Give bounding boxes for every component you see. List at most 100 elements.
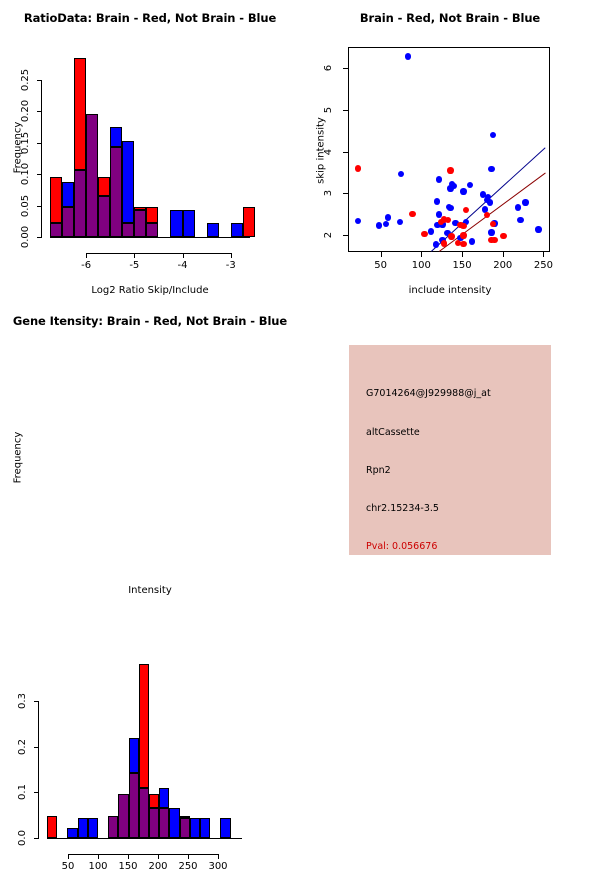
ratio-histogram-xlabel: Log2 Ratio Skip/Include bbox=[91, 285, 209, 296]
x-axis-tick-label: 50 bbox=[374, 260, 387, 271]
scatter-plot-area: 2 3 4 5 6 50 100 150 200 250 bbox=[300, 0, 600, 300]
histogram-bar bbox=[110, 127, 123, 148]
x-axis-tick-mark bbox=[158, 854, 159, 859]
scatter-point bbox=[436, 211, 443, 218]
y-axis-tick-mark bbox=[343, 67, 348, 69]
histogram-bar bbox=[128, 738, 139, 773]
histogram-bar bbox=[86, 113, 99, 237]
scatter-point bbox=[457, 221, 464, 228]
scatter-point bbox=[447, 204, 454, 212]
histogram-bar bbox=[220, 818, 231, 838]
histogram-bar bbox=[62, 182, 75, 207]
y-axis-tick-mark bbox=[37, 142, 42, 144]
histogram-bar bbox=[179, 818, 190, 838]
scatter-point bbox=[444, 217, 452, 224]
scatter-point bbox=[436, 176, 443, 183]
x-axis-tick-label: 300 bbox=[208, 861, 228, 872]
histogram-bar bbox=[200, 818, 211, 838]
scatter-point bbox=[440, 240, 448, 247]
scatter-point bbox=[405, 53, 412, 60]
scatter-point bbox=[454, 239, 462, 246]
x-axis-tick-mark bbox=[182, 253, 184, 258]
scatter-point bbox=[448, 233, 455, 240]
x-axis-tick-label: -4 bbox=[177, 260, 188, 271]
panel-scatter: Brain - Red, Not Brain - Blue skip inten… bbox=[300, 0, 600, 300]
histogram-bar bbox=[74, 58, 87, 170]
histogram-bar bbox=[118, 794, 129, 838]
scatter-point bbox=[480, 191, 487, 198]
histogram-bar bbox=[87, 818, 98, 838]
x-axis-tick-label: -5 bbox=[129, 260, 140, 271]
x-axis-tick-mark bbox=[230, 253, 232, 258]
scatter-point bbox=[460, 188, 467, 195]
histogram-bar bbox=[146, 206, 159, 224]
y-axis-tick-mark bbox=[37, 237, 42, 238]
scatter-point bbox=[354, 165, 361, 172]
scatter-point bbox=[489, 220, 497, 228]
y-axis-tick-mark bbox=[343, 151, 348, 153]
scatter-point bbox=[444, 229, 451, 236]
scatter-point bbox=[447, 185, 454, 192]
scatter-point bbox=[484, 211, 491, 218]
scatter-frame bbox=[348, 47, 550, 252]
histogram-bar bbox=[110, 147, 123, 237]
y-axis-tick-mark bbox=[37, 174, 42, 176]
histogram-bar bbox=[138, 787, 149, 838]
x-axis-tick-mark bbox=[421, 252, 423, 257]
ratio-histogram-title: RatioData: Brain - Red, Not Brain - Blue bbox=[23, 11, 277, 25]
scatter-point bbox=[488, 236, 495, 244]
scatter-point bbox=[384, 214, 392, 221]
scatter-point bbox=[457, 234, 464, 242]
scatter-point bbox=[421, 230, 428, 238]
histogram-bar bbox=[62, 206, 75, 237]
x-axis-tick-mark bbox=[86, 253, 88, 258]
y-axis-tick-mark bbox=[343, 235, 348, 237]
scatter-point bbox=[439, 237, 446, 244]
y-axis-tick-label: 0.0 bbox=[17, 830, 28, 846]
x-axis-tick-mark bbox=[380, 252, 382, 257]
histogram-bar bbox=[77, 818, 88, 838]
plot-canvas: RatioData: Brain - Red, Not Brain - Blue… bbox=[12, 0, 600, 872]
x-axis-tick-mark bbox=[128, 854, 129, 859]
histogram-bar bbox=[242, 206, 255, 237]
histogram-bar bbox=[206, 223, 219, 237]
scatter-point bbox=[462, 219, 470, 226]
histogram-bar bbox=[169, 808, 180, 838]
scatter-xlabel: include intensity bbox=[408, 285, 492, 296]
y-axis-tick-label: 2 bbox=[323, 232, 334, 239]
scatter-point bbox=[460, 232, 467, 239]
scatter-point bbox=[522, 199, 529, 206]
x-axis-tick-mark bbox=[188, 854, 189, 859]
y-axis-tick-mark bbox=[343, 109, 348, 111]
histogram-bar bbox=[159, 808, 170, 838]
x-axis-tick-label: -3 bbox=[225, 260, 236, 271]
probe-id-text: G7014264@J929988@j_at bbox=[366, 388, 491, 399]
scatter-point bbox=[434, 221, 441, 228]
scatter-point bbox=[440, 216, 448, 223]
scatter-point bbox=[450, 182, 458, 190]
x-axis-tick-mark bbox=[462, 252, 464, 257]
scatter-point bbox=[397, 170, 405, 177]
histogram-bar bbox=[74, 169, 87, 237]
scatter-point bbox=[515, 204, 522, 211]
scatter-title: Brain - Red, Not Brain - Blue bbox=[359, 11, 541, 25]
y-axis-tick-label: 4 bbox=[323, 148, 334, 155]
scatter-point bbox=[468, 238, 475, 245]
histogram-bar bbox=[146, 223, 159, 237]
histogram-baseline bbox=[47, 838, 242, 839]
y-axis-tick-label: 0.3 bbox=[17, 692, 28, 709]
histogram-bar bbox=[149, 794, 160, 809]
histogram-bar bbox=[159, 787, 170, 809]
scatter-point bbox=[481, 206, 489, 213]
x-axis-tick-mark bbox=[98, 854, 99, 859]
x-axis-tick-label: 150 bbox=[452, 260, 472, 271]
scatter-point bbox=[488, 229, 495, 236]
histogram-bar bbox=[189, 818, 200, 838]
histogram-baseline bbox=[50, 237, 250, 238]
histogram-bar bbox=[134, 210, 147, 237]
y-axis-tick-label: 5 bbox=[323, 106, 334, 113]
histogram-bar bbox=[138, 664, 149, 788]
x-axis-line bbox=[86, 253, 231, 254]
panel-info: G7014264@J929988@j_at altCassette Rpn2 c… bbox=[300, 300, 600, 600]
scatter-point bbox=[466, 181, 474, 189]
